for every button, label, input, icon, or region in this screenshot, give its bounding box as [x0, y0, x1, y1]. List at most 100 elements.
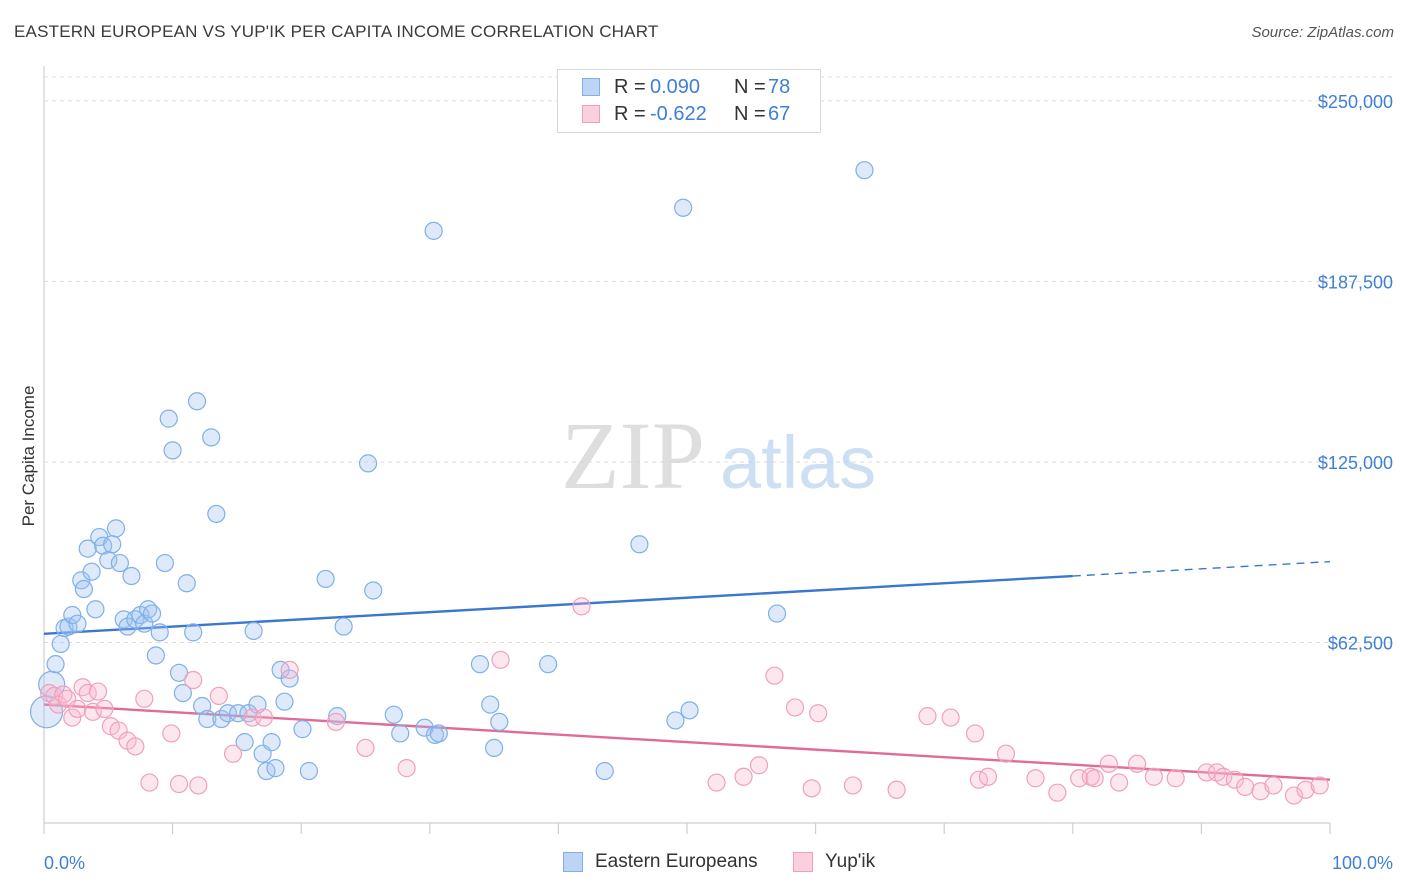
y-tick-label: $187,500	[1318, 272, 1393, 292]
trendlines	[43, 560, 1331, 781]
y-axis-label: Per Capita Income	[19, 386, 38, 527]
point-eastern-europeans	[316, 569, 335, 589]
point-eastern-europeans	[334, 617, 353, 636]
point-yupik	[887, 780, 906, 799]
point-eastern-europeans	[244, 621, 263, 641]
point-eastern-europeans	[135, 614, 154, 633]
legend-label: Yup'ik	[825, 851, 876, 872]
gridlines	[44, 76, 1395, 643]
point-eastern-europeans	[328, 707, 347, 726]
point-eastern-europeans	[94, 536, 113, 555]
point-yupik	[843, 776, 862, 795]
point-yupik	[1144, 767, 1163, 786]
point-eastern-europeans	[470, 655, 490, 674]
point-yupik	[765, 666, 784, 685]
point-eastern-europeans	[595, 761, 614, 781]
point-yupik	[572, 597, 591, 616]
legend-r-value: 0.090	[650, 75, 701, 98]
point-yupik	[109, 721, 128, 740]
point-yupik	[95, 699, 114, 719]
point-yupik	[68, 699, 87, 719]
point-eastern-europeans	[177, 574, 196, 593]
trendline-eastern-europeans	[43, 574, 1073, 636]
watermark: ZIP atlas	[561, 402, 876, 509]
legend-swatch-pink	[582, 105, 600, 123]
point-eastern-europeans	[122, 566, 141, 586]
point-yupik	[223, 744, 243, 763]
point-eastern-europeans	[481, 695, 500, 714]
point-yupik	[802, 779, 821, 798]
point-eastern-europeans	[68, 614, 87, 633]
point-yupik	[1099, 754, 1118, 773]
point-yupik	[49, 695, 68, 714]
point-eastern-europeans	[163, 441, 182, 460]
point-yupik	[941, 708, 960, 727]
point-yupik	[785, 698, 805, 717]
point-yupik	[126, 737, 145, 756]
source-label: Source: ZipAtlas.com	[1251, 24, 1394, 41]
point-yupik	[189, 776, 208, 795]
point-yupik	[1264, 776, 1283, 795]
point-eastern-europeans	[106, 519, 126, 538]
point-eastern-europeans	[666, 711, 685, 730]
axes	[43, 66, 1331, 834]
legend-n-label: N =	[734, 102, 766, 125]
point-yupik	[140, 773, 159, 792]
point-yupik	[326, 712, 346, 732]
point-eastern-europeans	[169, 663, 189, 682]
point-yupik	[1214, 767, 1233, 786]
y-tick-label: $125,000	[1318, 453, 1393, 473]
chart-title: EASTERN EUROPEAN VS YUP'IK PER CAPITA IN…	[14, 22, 659, 41]
point-eastern-europeans	[46, 655, 65, 674]
point-yupik	[83, 702, 102, 721]
point-yupik	[1284, 786, 1304, 805]
point-eastern-europeans	[184, 623, 203, 642]
point-yupik	[809, 704, 828, 723]
point-eastern-europeans	[218, 704, 237, 723]
x-tick-label-max: 100.0%	[1332, 853, 1393, 873]
point-yupik	[1026, 769, 1045, 788]
point-yupik	[1166, 769, 1185, 788]
point-yupik	[397, 759, 416, 778]
legend-r-label: R =	[614, 75, 646, 98]
legend-item-eastern-europeans[interactable]: Eastern Europeans	[563, 851, 758, 873]
legend-item-yupik[interactable]: Yup'ik	[793, 851, 875, 873]
point-eastern-europeans	[490, 712, 509, 732]
point-eastern-europeans	[159, 409, 178, 428]
point-eastern-europeans	[173, 683, 192, 703]
point-eastern-europeans	[429, 724, 448, 743]
point-yupik	[491, 650, 510, 669]
point-yupik	[356, 738, 375, 758]
trendline-eastern-europeans-extension	[1072, 560, 1331, 577]
point-eastern-europeans	[674, 198, 693, 217]
trendline-yupik	[43, 703, 1331, 781]
point-yupik	[1070, 769, 1089, 788]
series-legend: Eastern Europeans Yup'ik	[0, 851, 1406, 877]
point-yupik	[1310, 776, 1329, 795]
legend-row-yupik: R = -0.622 N = 67	[582, 101, 790, 127]
watermark-atlas: atlas	[720, 421, 876, 504]
x-tick-label-min: 0.0%	[44, 853, 85, 873]
legend-swatch-pink	[793, 852, 813, 872]
point-yupik	[135, 689, 154, 708]
legend-n-value: 78	[768, 75, 791, 98]
legend-r-label: R =	[614, 102, 646, 125]
legend-n-label: N =	[734, 75, 766, 98]
point-eastern-europeans	[680, 701, 699, 720]
legend-row-eastern-europeans: R = 0.090 N = 78	[582, 74, 790, 100]
point-yupik	[1109, 773, 1129, 792]
y-tick-label: $250,000	[1318, 92, 1393, 112]
point-eastern-europeans	[142, 604, 162, 623]
tick-labels: $62,500 $125,000 $187,500 $250,000 0.0% 100.0…	[44, 92, 1393, 873]
point-eastern-europeans	[146, 646, 165, 665]
point-eastern-europeans	[198, 709, 217, 729]
point-eastern-europeans	[103, 535, 122, 554]
point-eastern-europeans	[235, 733, 254, 752]
legend-label: Eastern Europeans	[595, 851, 758, 872]
point-yupik	[965, 724, 985, 743]
point-yupik	[1236, 777, 1255, 796]
point-yupik	[254, 708, 274, 727]
point-yupik	[1296, 780, 1315, 799]
point-yupik	[996, 744, 1016, 763]
point-yupik	[184, 670, 203, 690]
